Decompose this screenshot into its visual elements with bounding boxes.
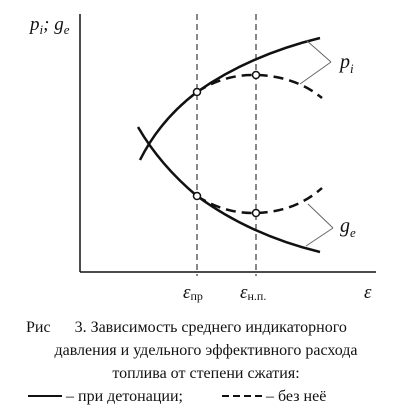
pi-solid-curve bbox=[138, 36, 321, 161]
x-axis-label: ε bbox=[364, 282, 372, 303]
caption-line: Рис 3. Зависимость среднего индикаторног… bbox=[26, 319, 347, 336]
leader-line bbox=[305, 39, 332, 63]
leader-line bbox=[299, 61, 332, 85]
pi-dashed-curve bbox=[196, 73, 323, 99]
curve-label: ge bbox=[340, 215, 356, 240]
legend-text: – при детонации; bbox=[65, 388, 183, 405]
marker-label: εпр bbox=[183, 282, 203, 303]
point bbox=[192, 191, 202, 201]
ge-solid-curve bbox=[136, 126, 321, 254]
ge-dashed-curve bbox=[196, 187, 323, 215]
caption-line: топлива от степени сжатия: bbox=[112, 365, 299, 382]
leader-line bbox=[307, 203, 334, 229]
y-axis-label: pi; ge bbox=[28, 14, 70, 37]
point bbox=[251, 70, 261, 80]
point bbox=[251, 208, 261, 218]
caption-line: давления и удельного эффективного расход… bbox=[54, 342, 357, 359]
marker-label: εн.п. bbox=[240, 282, 266, 303]
leader-line bbox=[305, 227, 334, 247]
curve-label: pi bbox=[338, 51, 354, 76]
legend-text: – без неё bbox=[265, 388, 326, 405]
point bbox=[192, 87, 202, 97]
